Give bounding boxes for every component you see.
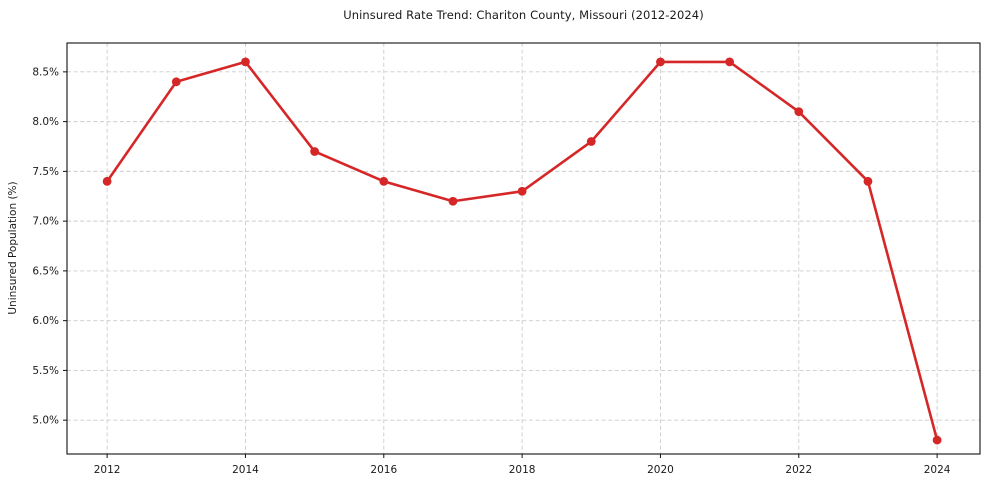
chart-title: Uninsured Rate Trend: Chariton County, M… (343, 8, 704, 22)
x-tick-label: 2024 (924, 464, 951, 476)
data-point (656, 57, 665, 67)
data-point (794, 107, 804, 117)
data-point (863, 176, 873, 186)
x-tick-label: 2020 (647, 464, 674, 476)
y-tick-label: 5.0% (32, 415, 59, 427)
data-point (171, 77, 181, 87)
data-point (102, 176, 112, 186)
x-tick-label: 2012 (94, 464, 121, 476)
y-tick-label: 6.5% (32, 265, 59, 277)
y-tick-label: 8.0% (32, 116, 59, 128)
data-point (586, 137, 596, 146)
data-point (310, 147, 320, 156)
data-point (241, 57, 250, 67)
x-tick-label: 2014 (232, 464, 259, 476)
data-point (517, 186, 527, 196)
y-tick-label: 5.5% (32, 365, 59, 377)
x-tick-label: 2016 (370, 464, 397, 476)
x-tick-label: 2022 (785, 464, 812, 476)
data-point (725, 57, 735, 67)
y-tick-label: 8.5% (32, 66, 59, 78)
data-point (932, 435, 942, 445)
axes-box (66, 42, 981, 455)
data-point (448, 196, 458, 206)
x-tick-label: 2018 (509, 464, 536, 476)
y-tick-label: 6.0% (32, 315, 59, 327)
y-tick-label: 7.5% (32, 166, 59, 178)
y-tick-label: 7.0% (32, 216, 59, 228)
data-point (379, 176, 389, 186)
